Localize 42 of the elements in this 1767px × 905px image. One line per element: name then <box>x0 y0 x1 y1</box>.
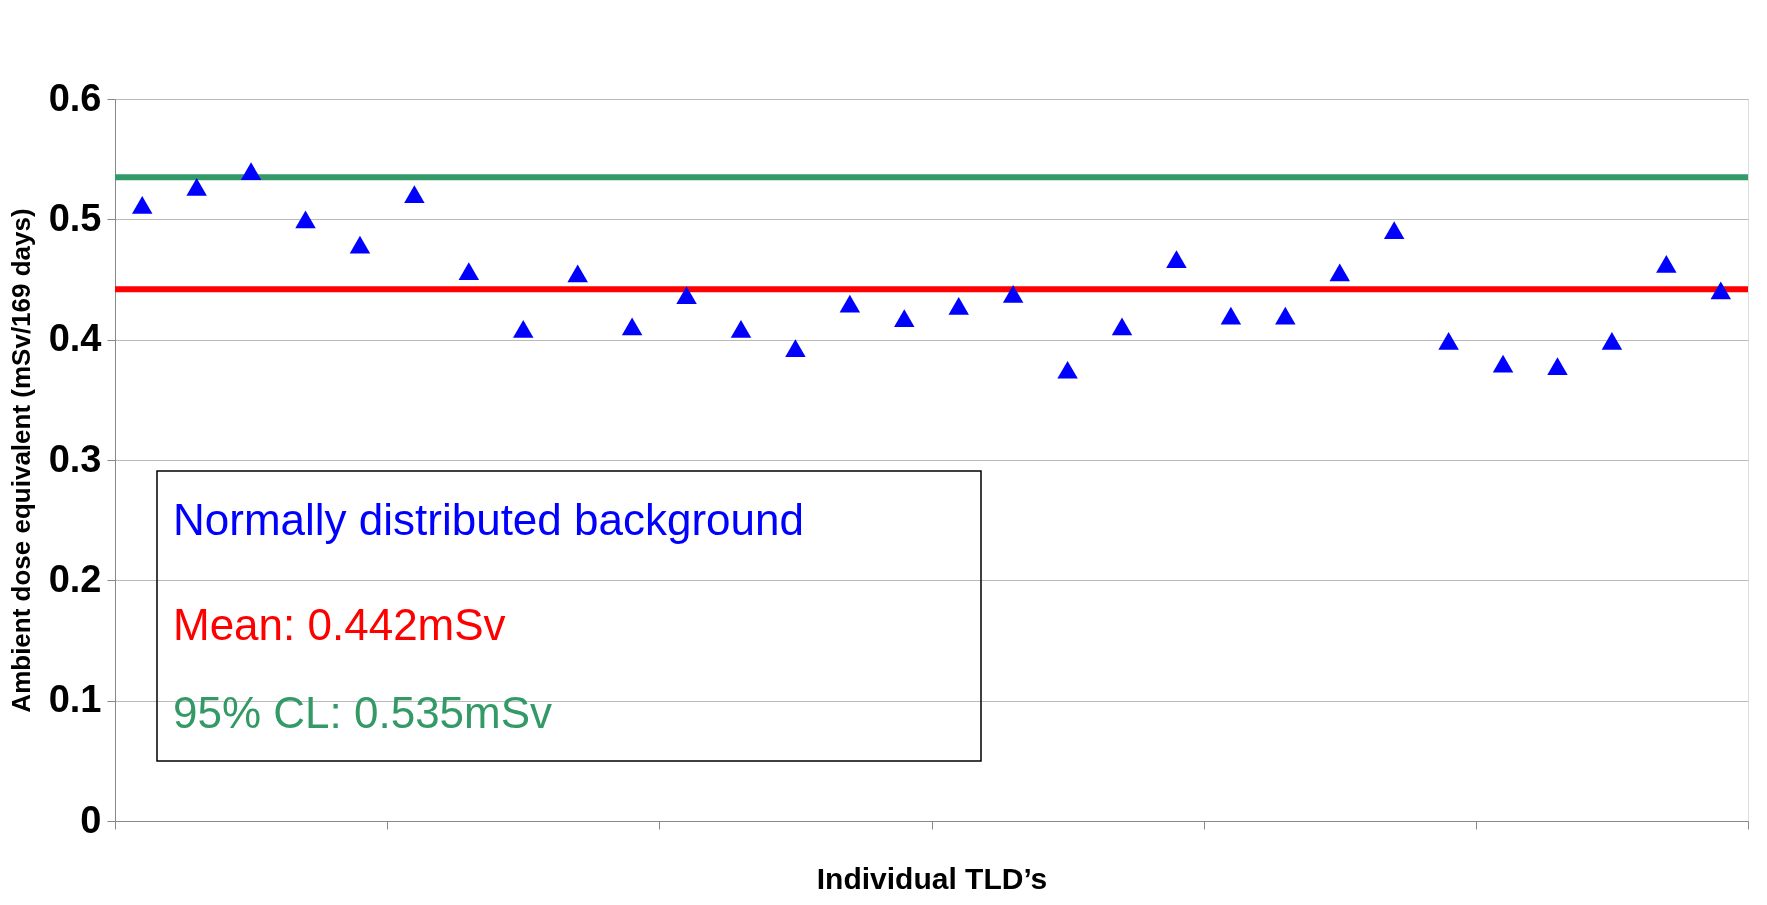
point <box>240 162 262 181</box>
point <box>458 262 480 280</box>
point <box>1492 354 1514 373</box>
annotation: Mean: 0.442mSv <box>173 600 506 649</box>
point <box>1166 250 1187 268</box>
point <box>1057 360 1078 379</box>
y-tick-label: 0.5 <box>48 196 102 239</box>
point <box>567 264 588 283</box>
y-tick-label: 0.4 <box>48 317 102 360</box>
point <box>1710 281 1732 300</box>
point <box>186 177 207 196</box>
point <box>1220 306 1242 325</box>
point <box>1111 317 1133 336</box>
annotation: Normally distributed background <box>173 495 804 544</box>
point <box>1656 254 1677 273</box>
y-tick-label: 0.2 <box>48 557 102 600</box>
point <box>730 319 752 338</box>
point <box>621 317 643 336</box>
y-axis-title: Ambient dose equivalent (mSv/169 days) <box>5 208 36 713</box>
point <box>131 196 153 214</box>
point <box>404 185 425 203</box>
point <box>839 294 861 313</box>
point <box>349 235 371 254</box>
y-tick-label: 0 <box>80 798 102 841</box>
point <box>676 286 697 305</box>
x-axis-title: Individual TLD’s <box>816 862 1048 895</box>
point <box>1601 332 1623 350</box>
annotation: 95% CL: 0.535mSv <box>173 688 553 737</box>
point <box>948 297 969 315</box>
point <box>894 309 915 327</box>
point <box>1438 332 1459 350</box>
point <box>1383 221 1405 240</box>
point <box>1002 285 1024 303</box>
point <box>1547 357 1568 376</box>
point <box>1329 263 1350 282</box>
point <box>295 210 316 229</box>
y-tick-label: 0.1 <box>48 678 102 721</box>
y-tick-label: 0.3 <box>48 437 102 480</box>
point <box>1275 306 1296 325</box>
point <box>785 339 806 357</box>
point <box>513 319 534 338</box>
y-tick-label: 0.6 <box>48 76 102 119</box>
